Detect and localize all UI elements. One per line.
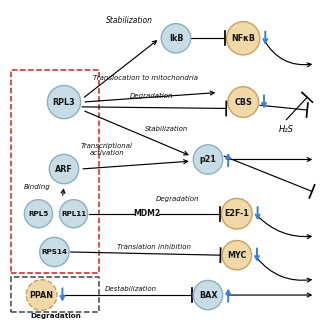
- Text: RPL11: RPL11: [61, 211, 86, 217]
- Text: IkB: IkB: [169, 34, 183, 43]
- Circle shape: [26, 280, 57, 310]
- Text: RPL3: RPL3: [53, 98, 75, 107]
- Text: Translocation to mitochondria: Translocation to mitochondria: [93, 75, 198, 81]
- Text: BAX: BAX: [199, 291, 217, 300]
- Circle shape: [221, 198, 252, 229]
- Text: MDM2: MDM2: [134, 209, 161, 218]
- Circle shape: [222, 241, 252, 270]
- Bar: [11, 277, 99, 312]
- Bar: [11, 70, 99, 273]
- Text: ARF: ARF: [55, 164, 73, 173]
- Circle shape: [193, 280, 223, 310]
- Circle shape: [228, 87, 259, 117]
- Text: Degradation: Degradation: [31, 313, 81, 319]
- Text: Transcriptional
activation: Transcriptional activation: [81, 143, 133, 156]
- Text: RPL5: RPL5: [28, 211, 49, 217]
- Circle shape: [60, 200, 88, 228]
- Text: H₂S: H₂S: [279, 125, 294, 134]
- Text: p21: p21: [200, 155, 216, 164]
- Text: E2F-1: E2F-1: [224, 209, 249, 218]
- Circle shape: [40, 237, 69, 267]
- Text: Degradation: Degradation: [156, 196, 199, 203]
- Circle shape: [161, 24, 191, 53]
- Text: Stabilization: Stabilization: [106, 16, 153, 25]
- Text: RPS14: RPS14: [41, 249, 68, 255]
- Circle shape: [47, 85, 81, 119]
- Text: Destabilization: Destabilization: [105, 286, 157, 292]
- Text: Binding: Binding: [23, 184, 50, 189]
- Text: Degradation: Degradation: [130, 92, 174, 99]
- Circle shape: [227, 22, 260, 55]
- Text: Translation inhibition: Translation inhibition: [116, 244, 191, 250]
- Text: NFκB: NFκB: [231, 34, 255, 43]
- Text: PPAN: PPAN: [30, 291, 54, 300]
- Circle shape: [49, 154, 79, 184]
- Text: MYC: MYC: [227, 251, 246, 260]
- Text: Stabilization: Stabilization: [145, 126, 188, 132]
- Circle shape: [193, 145, 223, 174]
- Text: CBS: CBS: [234, 98, 252, 107]
- Circle shape: [24, 200, 52, 228]
